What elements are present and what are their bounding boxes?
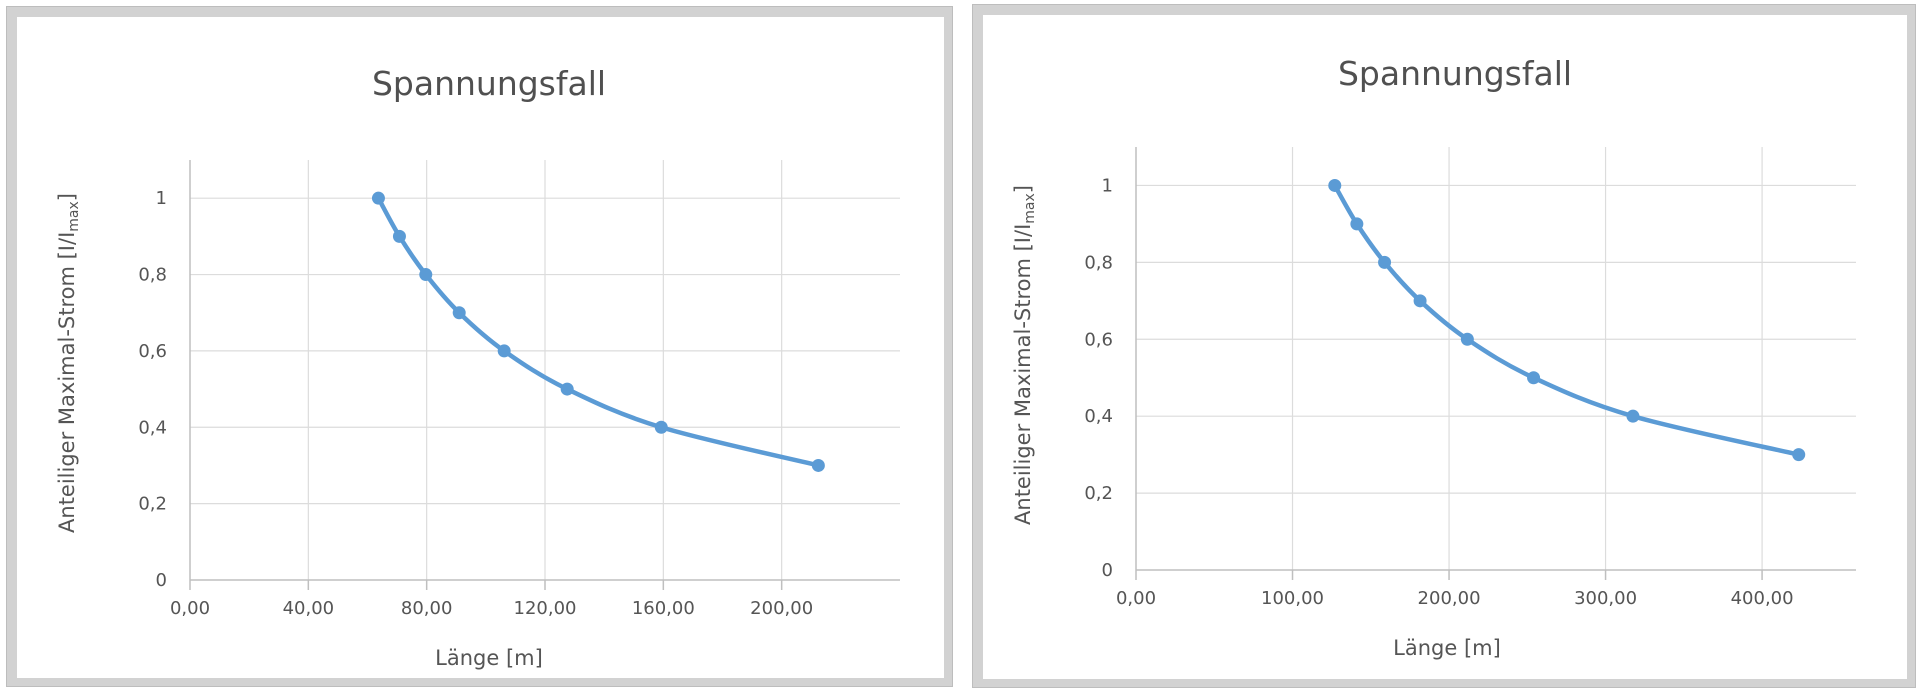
chart-right: Spannungsfall 0,00 100,00 200,00 300,00 400,… [983,15,1907,679]
y-tick-label: 0,6 [138,341,167,362]
y-axis-label-main: Anteiliger Maximal-Strom [I/I [55,232,79,533]
y-tick-label: 0,8 [1084,252,1113,273]
grid-lines [190,160,900,580]
data-point [811,458,825,472]
data-point [654,420,668,434]
x-tick-label: 300,00 [1574,588,1637,609]
x-tick-label: 200,00 [1418,588,1481,609]
data-point [419,268,433,282]
y-tick-labels: 0 0,2 0,4 0,6 0,8 1 [1084,175,1113,581]
data-point [1626,409,1640,423]
y-tick-label: 0,4 [138,417,167,438]
y-tick-label: 0 [1102,560,1113,581]
grid-lines [1136,147,1856,570]
x-axis-label: Länge [m] [1393,636,1501,660]
series-line [1332,184,1800,457]
chart-title: Spannungsfall [372,64,606,103]
data-series [1328,178,1806,462]
chart-panel-left: Spannungsfall 0,00 40,00 80,00 120,00 160,00… [6,6,953,687]
series-line [376,197,819,468]
x-tick-label: 0,00 [170,598,210,619]
data-point [1413,294,1427,308]
data-point [1350,217,1364,231]
x-tick-label: 100,00 [1261,588,1324,609]
data-point [497,344,511,358]
data-point [1527,371,1541,385]
data-point [1328,178,1342,192]
x-tick-label: 160,00 [632,598,695,619]
y-axis-label-main: Anteiliger Maximal-Strom [I/I [1011,224,1035,525]
data-point [1792,448,1806,462]
x-tick-labels: 0,00 40,00 80,00 120,00 160,00 200,00 [170,598,813,619]
data-point [392,229,406,243]
data-point [1378,255,1392,269]
y-axis-label-close: ] [1011,185,1035,193]
data-series [371,191,825,472]
y-axis-label-close: ] [55,193,79,201]
x-tick-label: 40,00 [283,598,335,619]
data-point [1460,332,1474,346]
y-axis-label: Anteiliger Maximal-Strom [I/Imax] [1011,185,1038,525]
axes [189,160,900,590]
x-tick-label: 80,00 [401,598,453,619]
chart-title: Spannungsfall [1338,54,1572,93]
y-tick-label: 0,8 [138,265,167,286]
axes [1135,147,1856,580]
y-tick-label: 0,2 [138,494,167,515]
y-tick-label: 0,6 [1084,329,1113,350]
x-tick-labels: 0,00 100,00 200,00 300,00 400,00 [1116,588,1794,609]
x-tick-label: 200,00 [750,598,813,619]
data-point [560,382,574,396]
y-axis-label: Anteiliger Maximal-Strom [I/Imax] [55,193,82,533]
x-tick-label: 0,00 [1116,588,1156,609]
x-tick-label: 120,00 [514,598,577,619]
y-tick-label: 0,4 [1084,406,1113,427]
data-point [452,306,466,320]
y-tick-label: 0,2 [1084,483,1113,504]
chart-panel-right: Spannungsfall 0,00 100,00 200,00 300,00 400,… [972,4,1916,688]
y-tick-label: 1 [156,188,167,209]
y-tick-label: 0 [156,570,167,591]
x-tick-label: 400,00 [1731,588,1794,609]
y-axis-label-sub: max [1022,193,1038,224]
x-axis-label: Länge [m] [435,646,543,670]
y-tick-label: 1 [1102,175,1113,196]
y-tick-labels: 0 0,2 0,4 0,6 0,8 1 [138,188,167,591]
chart-left: Spannungsfall 0,00 40,00 80,00 120,00 160,00… [17,17,944,678]
y-axis-label-sub: max [66,201,82,232]
data-point [371,191,385,205]
